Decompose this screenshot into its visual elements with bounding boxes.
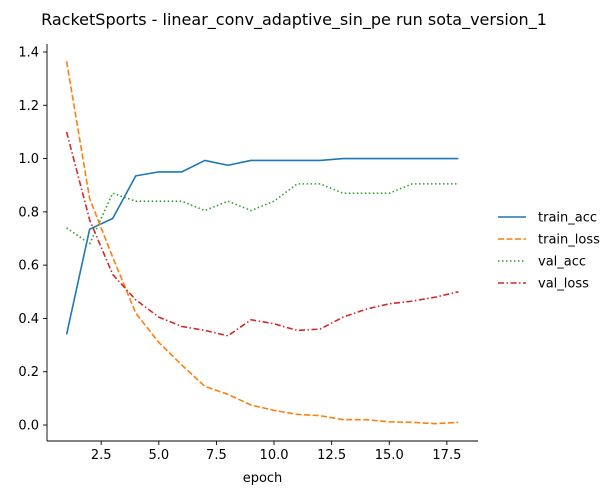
series-line-val_loss	[65, 131, 459, 337]
axes: 2.5 5.0 7.5 10.0 12.5 15.0 17.5 0.0 0.2 0.4 0.6 0.8…	[18, 44, 478, 463]
y-tick-label: 1.2	[18, 99, 39, 114]
series-line-train_loss	[65, 61, 459, 425]
y-tick-label: 1.0	[18, 152, 39, 167]
y-tick-label: 0.6	[18, 259, 39, 274]
series-lines	[65, 61, 459, 425]
y-tick-label: 0.2	[18, 365, 39, 380]
x-tick-label: 15.0	[375, 448, 404, 463]
series-line-val_acc	[66, 183, 459, 245]
y-tick-label: 0.8	[18, 205, 39, 220]
y-tick-label: 1.4	[18, 45, 39, 60]
legend: train_acc train_loss val_acc val_loss	[498, 211, 600, 292]
x-tick-label: 12.5	[317, 448, 346, 463]
legend-label-val_acc: val_acc	[538, 255, 586, 270]
y-tick-label: 0.0	[18, 419, 39, 434]
x-axis-label: epoch	[243, 471, 283, 486]
x-tick-label: 10.0	[260, 448, 289, 463]
x-tick-label: 5.0	[148, 448, 169, 463]
chart-title: RacketSports - linear_conv_adaptive_sin_…	[41, 10, 547, 30]
x-tick-label: 7.5	[206, 448, 227, 463]
legend-label-val_loss: val_loss	[538, 277, 589, 292]
x-tick-label: 17.5	[432, 448, 461, 463]
legend-label-train_acc: train_acc	[538, 211, 597, 226]
legend-label-train_loss: train_loss	[538, 233, 600, 248]
series-line-train_acc	[65, 157, 459, 335]
y-tick-label: 0.4	[18, 312, 39, 327]
x-tick-label: 2.5	[91, 448, 112, 463]
